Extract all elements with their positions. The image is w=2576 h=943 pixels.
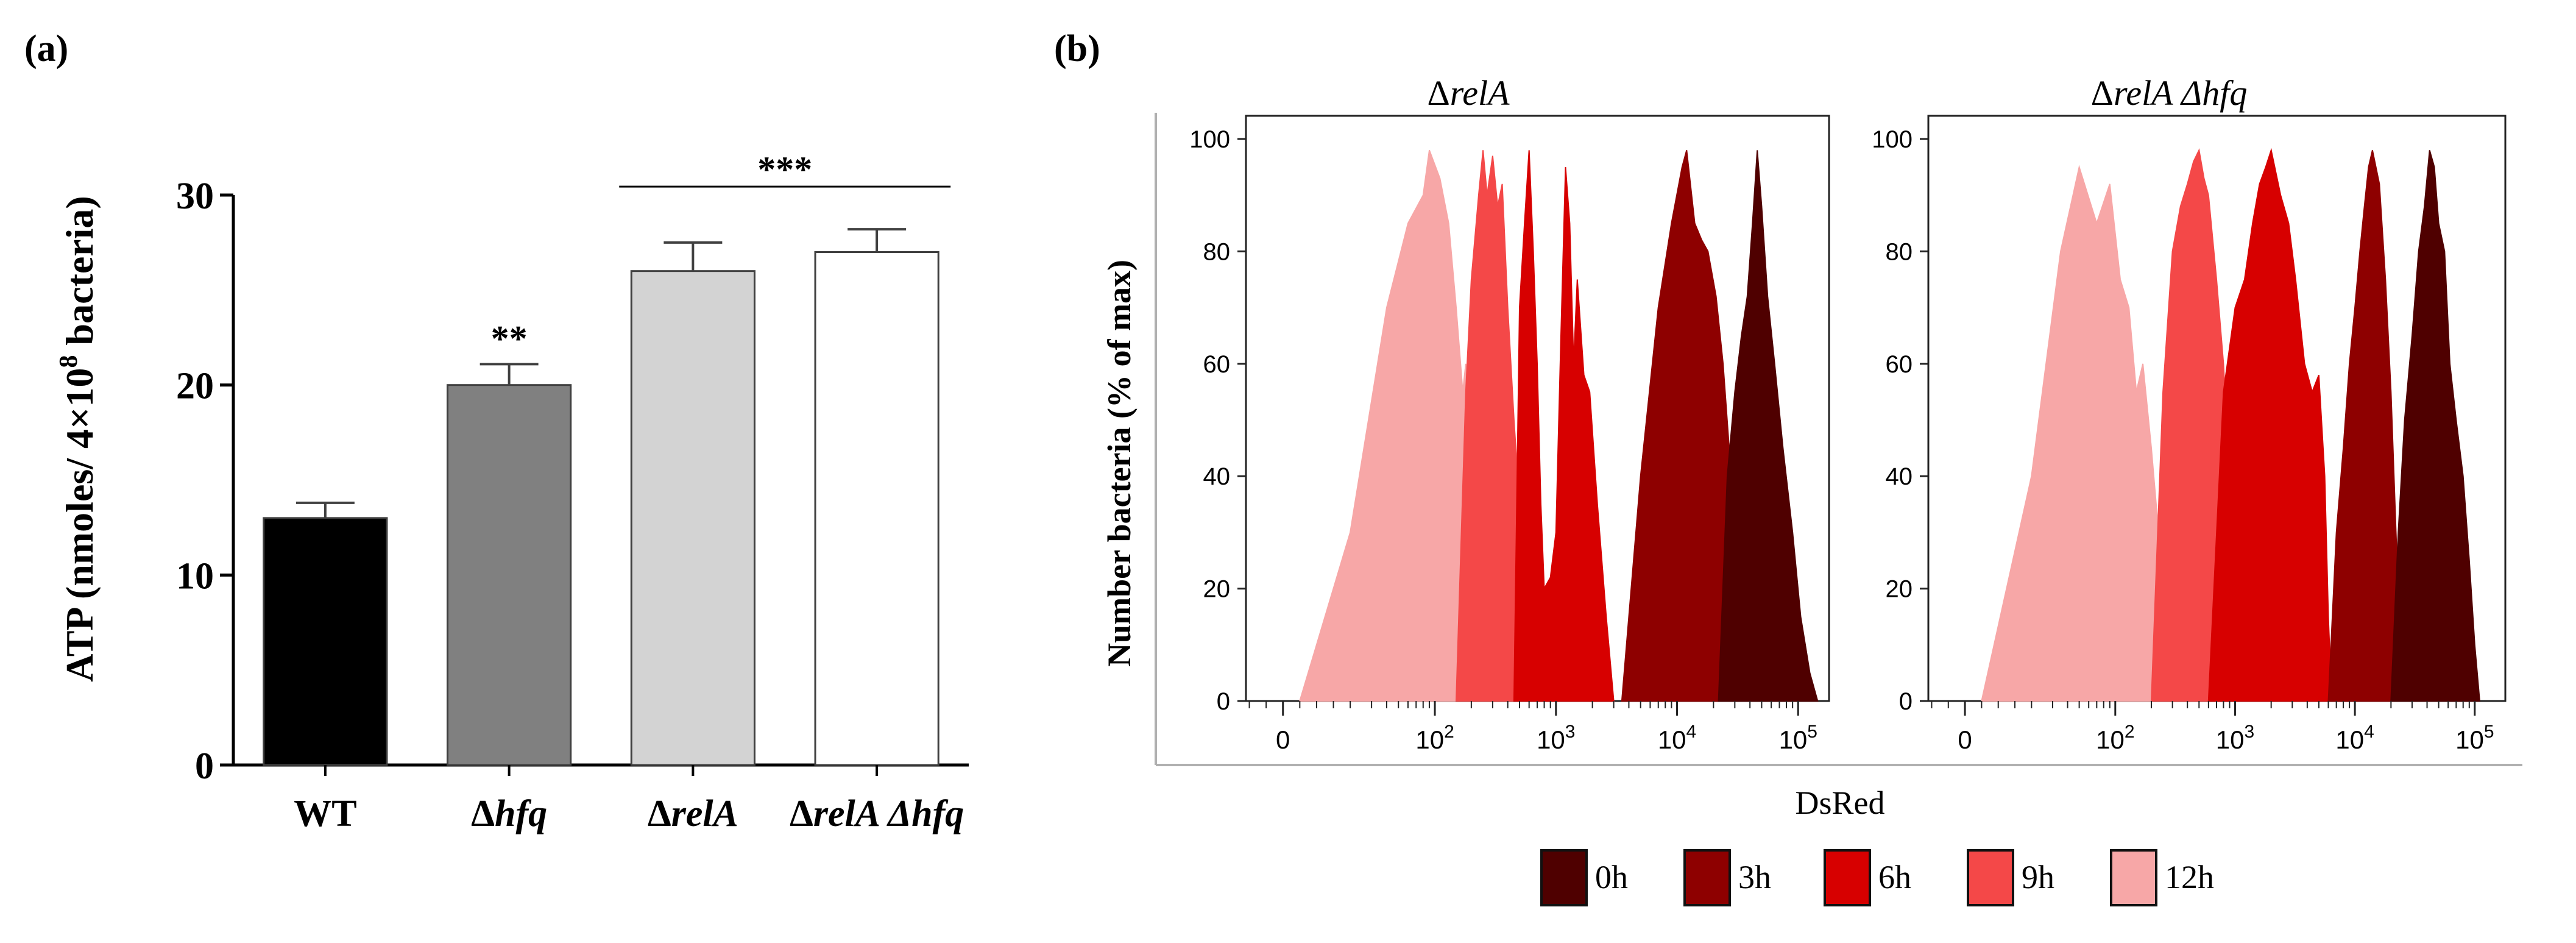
bar-chart-y-axis-label: ATP (nmoles/ 4×108 bacteria) bbox=[55, 196, 101, 682]
histogram-title-relA-hfq: ΔrelA Δhfq bbox=[2091, 73, 2248, 113]
bar bbox=[263, 517, 388, 766]
histogram-series-0h bbox=[1718, 150, 1819, 702]
histogram-x-tick-label: 0 bbox=[1958, 725, 1972, 754]
histogram-y-tick-label: 80 bbox=[1203, 238, 1231, 265]
histogram-series-3h bbox=[2327, 150, 2404, 702]
tick-base: 10 bbox=[1779, 725, 1808, 754]
histogram-series-0h bbox=[2390, 150, 2480, 702]
legend-label-6h: 6h bbox=[1878, 859, 1911, 895]
histogram-title-relA: ΔrelA bbox=[1427, 73, 1510, 113]
histogram-y-tick-label: 0 bbox=[1899, 688, 1913, 715]
bar-chart-y-tick-label: 20 bbox=[176, 366, 214, 407]
histogram-y-tick-label: 60 bbox=[1886, 351, 1913, 378]
tick-base: 10 bbox=[2216, 725, 2245, 754]
tick-exponent: 5 bbox=[2484, 722, 2494, 742]
histogram-series-6h bbox=[1513, 150, 1615, 702]
tick-base: 10 bbox=[2096, 725, 2125, 754]
histogram-y-axis-label: Number bacteria (% of max) bbox=[1101, 260, 1138, 667]
bar bbox=[630, 270, 755, 766]
category-label-part: relA bbox=[671, 793, 738, 834]
tick-base: 10 bbox=[1415, 725, 1444, 754]
legend-swatch-3h bbox=[1683, 849, 1731, 906]
histogram-x-tick-label: 104 bbox=[2335, 722, 2374, 754]
bar-chart-category-label: ΔrelA Δhfq bbox=[790, 793, 964, 834]
histogram-y-tick-label: 60 bbox=[1203, 351, 1231, 378]
histogram-x-tick-label: 103 bbox=[1537, 722, 1575, 754]
histogram-y-tick-label: 20 bbox=[1886, 576, 1913, 603]
legend-label-3h: 3h bbox=[1738, 859, 1771, 895]
category-label-part: hfq bbox=[495, 793, 547, 834]
legend-label-12h: 12h bbox=[2165, 859, 2214, 895]
significance-marker: *** bbox=[757, 149, 812, 190]
tick-base: 10 bbox=[1658, 725, 1686, 754]
histogram-x-tick-label: 102 bbox=[1415, 722, 1454, 754]
significance-marker: ** bbox=[491, 318, 528, 358]
histogram-y-tick-label: 80 bbox=[1886, 238, 1913, 265]
bar-chart-y-tick-label: 30 bbox=[176, 176, 214, 217]
tick-exponent: 3 bbox=[2244, 722, 2254, 742]
category-label-part: Δ bbox=[471, 793, 495, 834]
bar-chart-y-tick-label: 10 bbox=[176, 555, 214, 597]
category-label-part: Δ bbox=[790, 793, 813, 834]
histogram-y-tick-label: 100 bbox=[1189, 126, 1230, 153]
tick-exponent: 2 bbox=[2125, 722, 2135, 742]
panel-b-label: (b) bbox=[1054, 28, 1100, 69]
bar-chart-category-label: ΔrelA bbox=[648, 793, 738, 834]
histogram-y-tick-label: 40 bbox=[1203, 463, 1231, 490]
legend-label-9h: 9h bbox=[2022, 859, 2054, 895]
tick-exponent: 4 bbox=[1686, 722, 1697, 742]
legend-swatch-6h bbox=[1824, 849, 1871, 906]
histogram-x-axis-label: DsRed bbox=[1796, 785, 1885, 821]
histogram-series-6h bbox=[2207, 148, 2333, 702]
histogram-y-tick-label: 0 bbox=[1217, 688, 1230, 715]
tick-exponent: 5 bbox=[1807, 722, 1817, 742]
bar bbox=[814, 251, 939, 766]
bar bbox=[447, 384, 572, 766]
histogram-y-tick-label: 100 bbox=[1872, 126, 1913, 153]
tick-exponent: 3 bbox=[1565, 722, 1576, 742]
category-label-part: Δ bbox=[648, 793, 671, 834]
histogram-x-tick-label: 104 bbox=[1658, 722, 1696, 754]
tick-base: 0 bbox=[1958, 725, 1972, 754]
tick-base: 10 bbox=[2455, 725, 2484, 754]
tick-base: 0 bbox=[1276, 725, 1290, 754]
panel-a-label: (a) bbox=[24, 28, 68, 69]
category-label-part: WT bbox=[294, 793, 356, 834]
tick-base: 10 bbox=[1537, 725, 1565, 754]
histogram-y-tick-label: 20 bbox=[1203, 576, 1231, 603]
histogram-x-tick-label: 103 bbox=[2216, 722, 2254, 754]
histogram-x-tick-label: 105 bbox=[2455, 722, 2494, 754]
histogram-y-tick-label: 40 bbox=[1886, 463, 1913, 490]
histogram-x-tick-label: 105 bbox=[1779, 722, 1817, 754]
bar-chart-category-label: Δhfq bbox=[471, 793, 547, 834]
legend-swatch-0h bbox=[1540, 849, 1588, 906]
tick-exponent: 2 bbox=[1444, 722, 1454, 742]
bar-chart-y-tick-label: 0 bbox=[195, 746, 214, 787]
category-label-part: relA Δhfq bbox=[813, 793, 964, 834]
histogram-x-tick-label: 0 bbox=[1276, 725, 1290, 754]
tick-exponent: 4 bbox=[2364, 722, 2374, 742]
legend: 0h 3h 6h 9h 12h bbox=[1540, 849, 2214, 906]
legend-label-0h: 0h bbox=[1595, 859, 1628, 895]
legend-swatch-12h bbox=[2110, 849, 2157, 906]
legend-swatch-9h bbox=[1967, 849, 2014, 906]
histogram-x-tick-label: 102 bbox=[2096, 722, 2134, 754]
tick-base: 10 bbox=[2335, 725, 2364, 754]
bar-chart-category-label: WT bbox=[294, 793, 356, 834]
